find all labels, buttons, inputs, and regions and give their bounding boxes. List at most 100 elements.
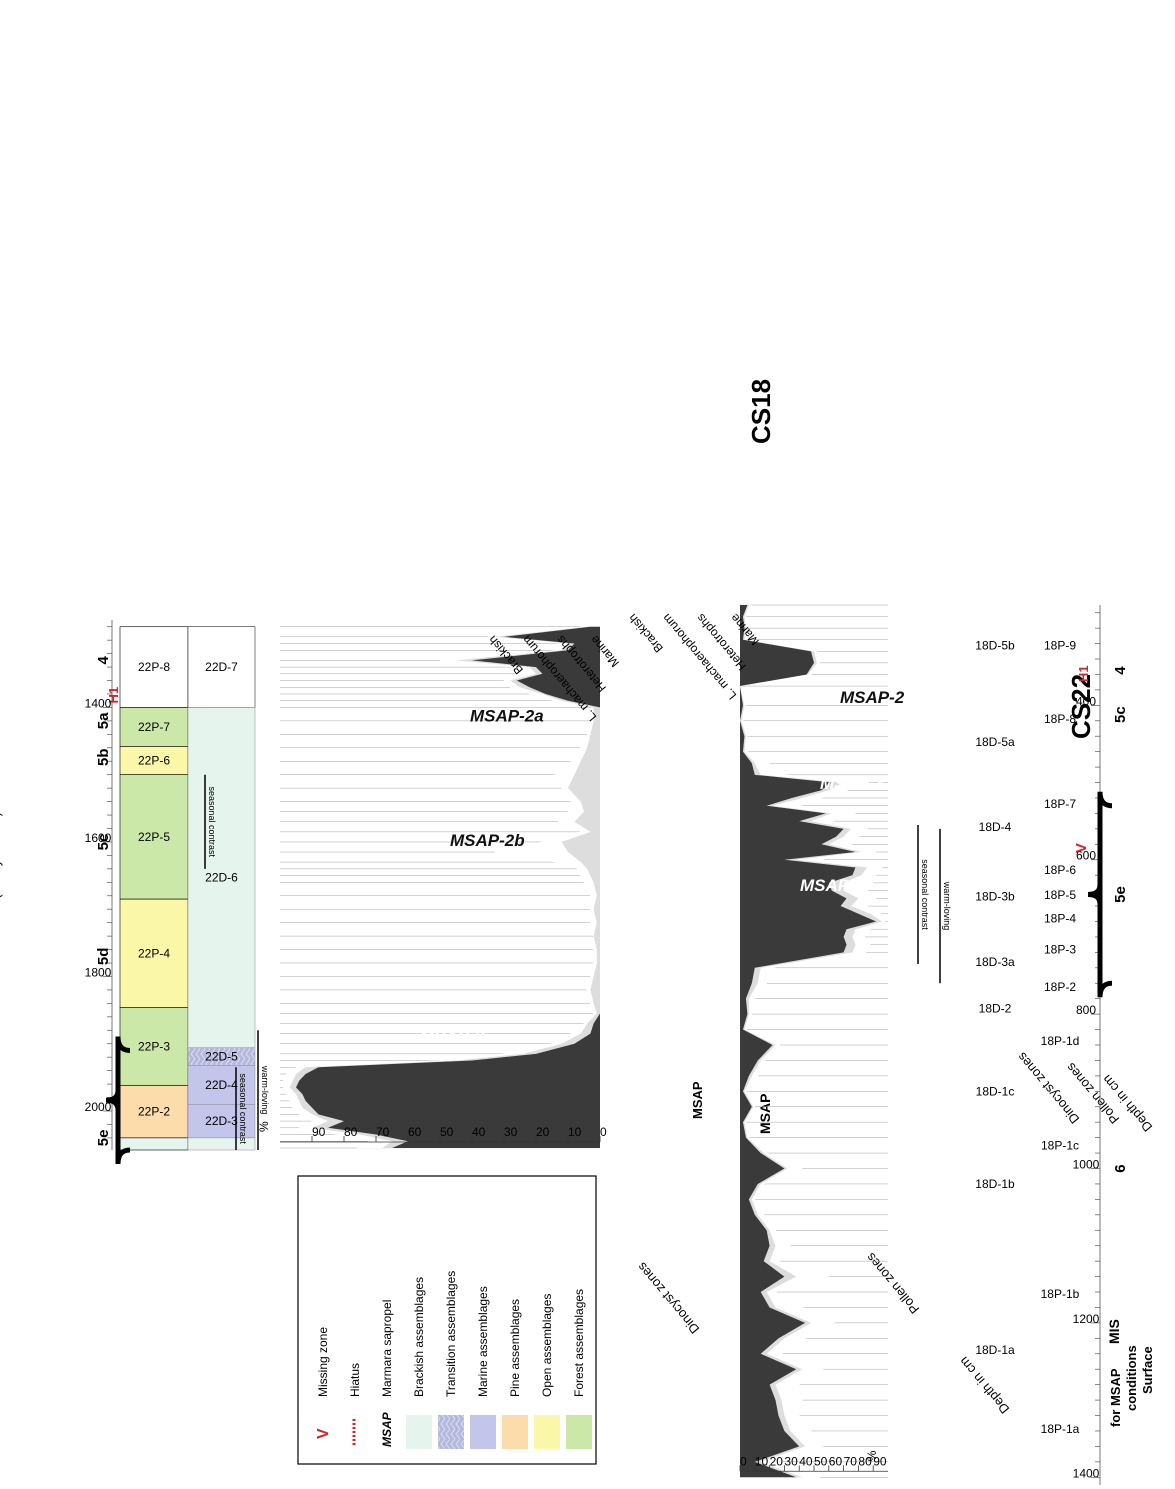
legend-swatch-transition bbox=[438, 1415, 464, 1449]
cs18-depth-tick-label: 1200 bbox=[1073, 1312, 1100, 1326]
legend-label-pine: Pine assemblages bbox=[508, 1299, 522, 1397]
cs22-depth-tick-label: 1800 bbox=[85, 965, 112, 979]
legend-label-marine: Marine assemblages bbox=[476, 1286, 490, 1397]
cs22-pct-label: 10 bbox=[568, 1125, 582, 1139]
cs22-surface-label: Brackish bbox=[0, 696, 3, 746]
cs18-dino-header: Dinocyst zones bbox=[1014, 1049, 1082, 1127]
cs22-indicator-label: seasonal contrast bbox=[238, 1073, 248, 1144]
cs18-depth-tick-label: 1000 bbox=[1073, 1158, 1100, 1172]
cs22-dino-label: 22D-6 bbox=[205, 871, 238, 885]
cs18-depth-tick-label: 800 bbox=[1076, 1003, 1096, 1017]
cs22-title: CS22 bbox=[1066, 674, 1096, 739]
cs18-surface-label: Marine bbox=[0, 863, 3, 903]
cs18-pct-label: 10 bbox=[755, 1454, 769, 1468]
cs22-mis-label: 4 bbox=[95, 656, 112, 665]
cs22-msap-label: MSAP-3 bbox=[420, 1027, 485, 1046]
cs22-depth-header: Depth in cm bbox=[956, 1354, 1012, 1417]
cs22-pollen-header: Pollen zones bbox=[863, 1250, 923, 1317]
surface-header-3: for MSAP bbox=[1108, 1368, 1123, 1427]
legend-label-msap: Marmara sapropel bbox=[380, 1300, 394, 1397]
cs22-indicator-label: warm-loving bbox=[260, 1065, 270, 1115]
cs18-dino-label: 18D-3a bbox=[975, 955, 1015, 969]
cs18-pollen-label: 18P-2 bbox=[1044, 980, 1076, 994]
cs22-dino-label: 22D-3 bbox=[205, 1114, 238, 1128]
cs22-mis5e-brace bbox=[105, 1036, 131, 1165]
cs22-hiatus-label: H1 bbox=[106, 687, 121, 704]
cs22-mis-label: 5c bbox=[95, 834, 112, 851]
cs22-mis-label: 5a bbox=[95, 712, 112, 729]
cs22-msap-label: MSAP-2b bbox=[450, 831, 525, 850]
cs18-pct-label: 20 bbox=[770, 1454, 784, 1468]
cs22-surface-label: Transitional bbox=[0, 987, 3, 1054]
cs22-pollen-label: 22P-3 bbox=[138, 1039, 170, 1053]
cs22-mis-label: 5e bbox=[95, 1130, 112, 1147]
cs18-pct-label: 50 bbox=[814, 1454, 828, 1468]
cs22-dino-zone bbox=[187, 1137, 256, 1151]
cs18-depth-tick-label: 1400 bbox=[1073, 1466, 1100, 1480]
cs18-title: CS18 bbox=[746, 379, 776, 444]
legend-frame bbox=[297, 1175, 597, 1465]
legend-label-forest: Forest assemblages bbox=[572, 1289, 586, 1397]
cs18-pct-label: 70 bbox=[844, 1454, 858, 1468]
cs22-pollen-label: 22P-5 bbox=[138, 830, 170, 844]
cs18-msap-label: MSAP-4 bbox=[800, 876, 865, 895]
cs18-mis-label: 4 bbox=[1112, 666, 1129, 675]
cs22-depth-tick-label: 2000 bbox=[85, 1100, 112, 1114]
cs22-pct-label: 80 bbox=[344, 1125, 358, 1139]
cs22-pollen-label: 22P-8 bbox=[138, 660, 170, 674]
cs22-pct-label: 50 bbox=[440, 1125, 454, 1139]
cs22-surface-label: Brackish bbox=[0, 817, 3, 867]
cs22-pct-label: 90 bbox=[312, 1125, 326, 1139]
cs18-pct-label: 90 bbox=[873, 1454, 887, 1468]
cs22-pollen-label: 22P-7 bbox=[138, 720, 170, 734]
cs18-dino-label: 18D-5b bbox=[975, 639, 1015, 653]
cs22-dino-label: 22D-7 bbox=[205, 660, 238, 674]
cs22-msap-label: MSAP-2a bbox=[470, 707, 544, 726]
legend-swatch-brackish bbox=[406, 1415, 432, 1449]
cs22-pct-label: 0 bbox=[600, 1125, 607, 1139]
cs22-pct-label: 70 bbox=[376, 1125, 390, 1139]
surface-header-2: conditions bbox=[1124, 1345, 1139, 1411]
legend-label-brackish: Brackish assemblages bbox=[412, 1277, 426, 1397]
cs18-dino-label: 18D-1a bbox=[975, 1343, 1015, 1357]
cs22-surface-label: (briefly marine) bbox=[0, 812, 3, 899]
cs18-dino-label: 18D-4 bbox=[979, 820, 1012, 834]
cs18-surface-label: Brackish bbox=[0, 690, 3, 740]
cs18-pct-unit: % bbox=[865, 1450, 879, 1461]
column-headers: Surface conditions for MSAP MIS Depth in… bbox=[634, 1049, 1155, 1427]
cs22-pct-label: 60 bbox=[408, 1125, 422, 1139]
cs18-surface-label: Transitional bbox=[0, 753, 3, 820]
cs22-pollen-zone bbox=[119, 1137, 189, 1151]
surface-header-1: Surface bbox=[1140, 1346, 1155, 1394]
cs18-pollen-label: 18P-1c bbox=[1041, 1138, 1079, 1152]
legend-swatch-open bbox=[534, 1415, 560, 1449]
cs18-pollen-label: 18P-1a bbox=[1041, 1422, 1080, 1436]
cs18-mis-label: 6 bbox=[1112, 1164, 1129, 1172]
legend-label-missing: Missing zone bbox=[316, 1327, 330, 1397]
cs18-dino-label: 18D-2 bbox=[979, 1001, 1012, 1015]
cs18-msap-label: MSAP-3 bbox=[820, 774, 885, 793]
cs22-dino-header: Dinocyst zones bbox=[634, 1259, 702, 1337]
cs22-depth-tick-label: 1400 bbox=[85, 696, 112, 710]
cs18-indicator-label: warm-loving bbox=[942, 881, 952, 931]
legend-label-transition: Transition assemblages bbox=[444, 1271, 458, 1397]
cs18-series-name: Brackish bbox=[626, 611, 666, 655]
cs22-msap-header: MSAP bbox=[690, 1081, 705, 1119]
cs22-pct-label: 20 bbox=[536, 1125, 550, 1139]
cs18-mis5e-brace bbox=[1087, 791, 1113, 998]
cs18-pct-label: 40 bbox=[799, 1454, 813, 1468]
cs18-pollen-label: 18P-9 bbox=[1044, 639, 1076, 653]
legend-label-hiatus: Hiatus bbox=[348, 1363, 362, 1397]
cs18-dino-label: 18D-3b bbox=[975, 889, 1015, 903]
cs22-pct-label: 40 bbox=[472, 1125, 486, 1139]
cs22-pct-unit: % bbox=[257, 1121, 271, 1132]
cs18-mis-label: 5c bbox=[1112, 706, 1129, 723]
mis-header: MIS bbox=[1106, 1319, 1122, 1344]
legend-msap-symbol: MSAP bbox=[380, 1411, 394, 1447]
cs18-missing-marker: V bbox=[1073, 843, 1090, 853]
cs22-indicator-label: seasonal contrast bbox=[207, 787, 217, 858]
cs22-pollen-label: 22P-2 bbox=[138, 1105, 170, 1119]
cs22-mis-label: 5d bbox=[95, 948, 112, 966]
